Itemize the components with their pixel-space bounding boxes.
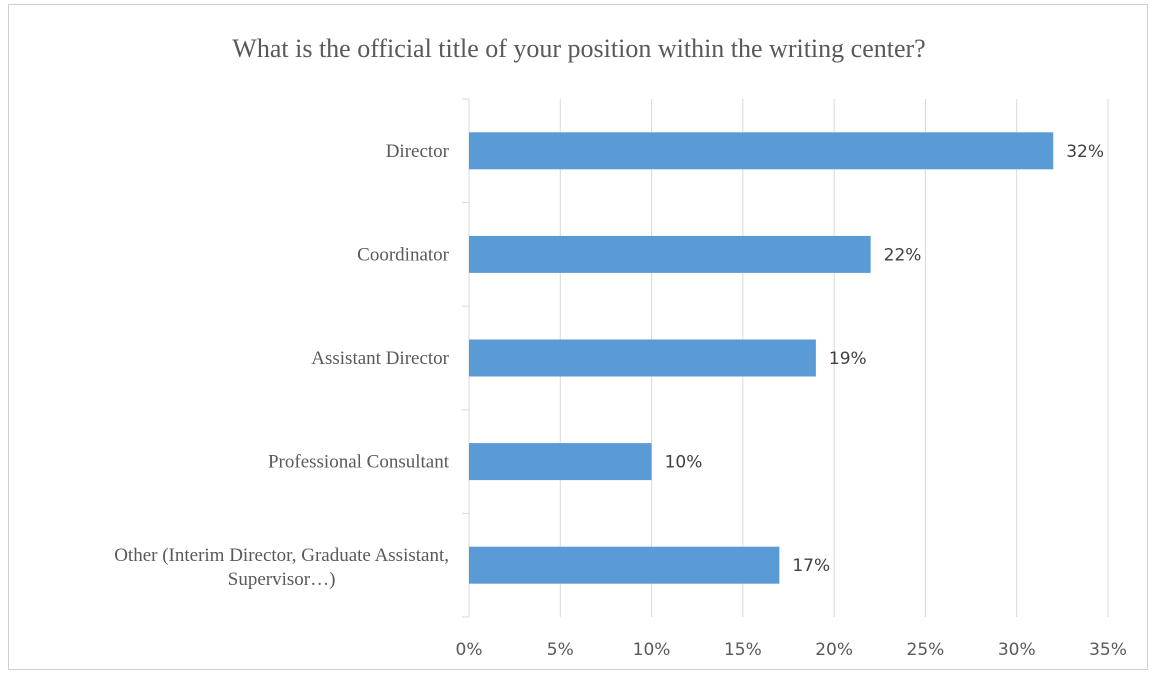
data-label: 32% (1066, 142, 1104, 162)
category-axis (462, 98, 470, 618)
data-labels: 32% 22% 19% 10% 17% (665, 142, 1104, 576)
chart-title: What is the official title of your posit… (232, 34, 925, 63)
category-label: Coordinator (357, 244, 449, 265)
x-tick-label: 30% (998, 640, 1036, 660)
bar (469, 546, 780, 584)
bar (469, 339, 816, 377)
x-tick-label: 10% (633, 640, 671, 660)
data-label: 10% (665, 453, 703, 473)
category-label: Other (Interim Director, Graduate Assist… (114, 545, 449, 590)
category-label: Professional Consultant (268, 452, 450, 473)
bar (469, 235, 871, 273)
data-label: 19% (829, 349, 867, 369)
chart-area: What is the official title of your posit… (8, 4, 1148, 670)
x-tick-label: 35% (1089, 640, 1127, 660)
x-axis-ticks: 0% 5% 10% 15% 20% 25% 30% 35% (456, 640, 1127, 660)
category-labels: Director Coordinator Assistant Director Pro… (114, 141, 450, 590)
category-label: Director (386, 141, 450, 162)
x-tick-label: 25% (907, 640, 945, 660)
data-label: 17% (792, 556, 830, 576)
x-tick-label: 20% (815, 640, 853, 660)
bar (469, 132, 1054, 170)
x-tick-label: 0% (456, 640, 483, 660)
bar (469, 443, 652, 481)
data-label: 22% (884, 245, 922, 265)
bar-chart: What is the official title of your posit… (114, 34, 1127, 660)
bars (469, 132, 1054, 584)
x-tick-label: 5% (547, 640, 574, 660)
x-tick-label: 15% (724, 640, 762, 660)
category-label: Assistant Director (311, 348, 449, 369)
